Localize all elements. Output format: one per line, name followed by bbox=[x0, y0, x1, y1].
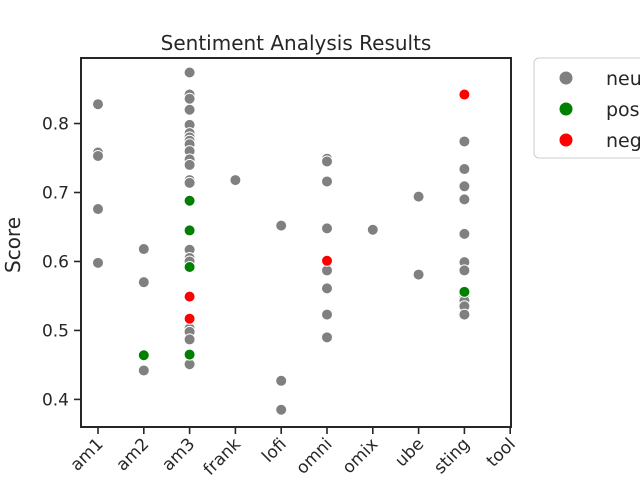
point-neu bbox=[458, 227, 471, 240]
point-neu bbox=[458, 180, 471, 193]
y-tick-label: 0.4 bbox=[42, 390, 69, 410]
legend-marker-neu bbox=[558, 70, 574, 86]
y-tick-label: 0.7 bbox=[42, 183, 69, 203]
point-neu bbox=[458, 193, 471, 206]
point-neu bbox=[92, 149, 104, 162]
point-neg bbox=[183, 312, 196, 325]
legend-marker-neg bbox=[558, 132, 574, 148]
x-tick-label: omix bbox=[339, 434, 383, 478]
point-neu bbox=[321, 175, 333, 188]
x-tick-label: am3 bbox=[158, 434, 199, 475]
y-tick-label: 0.6 bbox=[42, 252, 69, 272]
point-neu bbox=[92, 203, 104, 216]
point-neu bbox=[321, 282, 333, 295]
point-neu bbox=[275, 374, 288, 387]
y-axis-label: Score bbox=[1, 217, 25, 273]
x-tick-label: tool bbox=[483, 434, 520, 471]
y-tick-label: 0.8 bbox=[42, 115, 69, 135]
point-neu bbox=[183, 333, 196, 346]
legend-label-neg: neg bbox=[606, 130, 640, 152]
legend-marker-pos bbox=[558, 101, 574, 117]
point-neg bbox=[458, 88, 471, 101]
point-neu bbox=[321, 331, 333, 344]
x-tick-label: frank bbox=[200, 434, 245, 479]
point-neu bbox=[275, 219, 288, 232]
point-neu bbox=[366, 223, 379, 236]
x-tick-label: omni bbox=[292, 434, 336, 478]
legend-label-neu: neu bbox=[606, 68, 640, 90]
point-neu bbox=[92, 98, 104, 111]
x-tick-label: ube bbox=[391, 434, 428, 471]
point-neu bbox=[183, 176, 196, 189]
point-neu bbox=[458, 163, 471, 176]
y-tick-label: 0.5 bbox=[42, 321, 69, 341]
point-neu bbox=[458, 308, 471, 321]
point-neg bbox=[321, 254, 333, 267]
point-neu bbox=[137, 276, 150, 289]
point-neu bbox=[275, 403, 288, 416]
chart-title: Sentiment Analysis Results bbox=[161, 31, 432, 55]
point-neu bbox=[321, 308, 333, 321]
x-tick-label: am1 bbox=[67, 434, 108, 475]
x-tick-label: am2 bbox=[112, 434, 153, 475]
y-axis-ticks: 0.4 0.5 0.6 0.7 0.8 bbox=[42, 115, 81, 410]
point-neu bbox=[458, 135, 471, 148]
point-neu bbox=[458, 264, 471, 277]
point-pos bbox=[183, 224, 196, 237]
x-tick-label: sting bbox=[430, 434, 474, 478]
point-neu bbox=[92, 256, 104, 269]
point-neu bbox=[137, 243, 150, 256]
point-neu bbox=[321, 222, 333, 235]
point-neg bbox=[183, 290, 196, 303]
point-neu bbox=[183, 92, 196, 105]
point-neu bbox=[321, 155, 333, 168]
point-pos bbox=[183, 194, 196, 207]
point-pos bbox=[458, 285, 471, 298]
point-neu bbox=[183, 66, 196, 79]
x-tick-label: lofi bbox=[258, 434, 290, 466]
point-neu bbox=[412, 190, 425, 203]
legend: neu pos neg bbox=[533, 57, 640, 159]
point-pos bbox=[183, 260, 196, 273]
point-neu bbox=[183, 158, 196, 171]
x-axis-ticks: am1 am2 am3 frank lofi omni omix ube sting tool bbox=[67, 427, 520, 480]
legend-label-pos: pos bbox=[606, 99, 640, 121]
plot-frame bbox=[80, 57, 512, 428]
point-neu bbox=[229, 174, 242, 187]
point-neu bbox=[183, 103, 196, 116]
point-neu bbox=[137, 364, 150, 377]
point-neu bbox=[412, 268, 425, 281]
point-pos bbox=[137, 349, 150, 362]
scatter-points bbox=[92, 66, 471, 416]
point-pos bbox=[183, 348, 196, 361]
